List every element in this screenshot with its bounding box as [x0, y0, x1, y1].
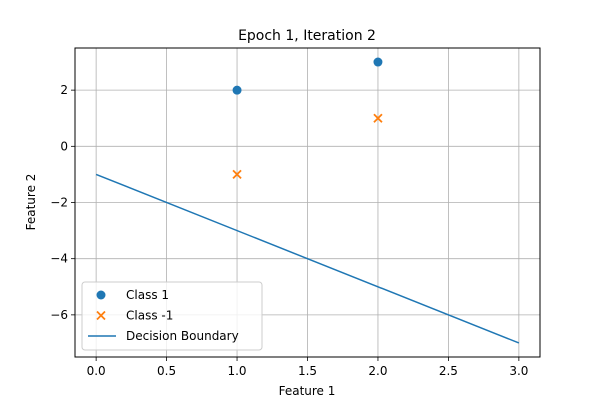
- legend: Class 1 Class -1 Decision Boundary: [81, 281, 263, 351]
- legend-item-class-neg1: Class -1: [96, 309, 173, 323]
- legend-frame: [81, 281, 263, 351]
- x-axis-label: Feature 1: [279, 384, 336, 398]
- y-tick-label: −2: [50, 196, 68, 210]
- class-neg1-point: [232, 169, 242, 180]
- y-tick-label: −6: [50, 308, 68, 322]
- x-tick-label: 1.5: [298, 364, 317, 378]
- class-1-point: [232, 85, 242, 95]
- chart-title: Epoch 1, Iteration 2: [238, 28, 376, 44]
- legend-item-decision-boundary: Decision Boundary: [88, 329, 239, 343]
- y-axis-label: Feature 2: [24, 174, 38, 231]
- legend-label: Class -1: [126, 309, 173, 323]
- x-tick-label: 2.0: [368, 364, 387, 378]
- points-layer: [232, 57, 383, 180]
- legend-label: Class 1: [126, 288, 169, 302]
- x-tick-label: 0.5: [157, 364, 176, 378]
- decision-boundary-line: [95, 173, 520, 344]
- x-tick-label: 1.0: [227, 364, 246, 378]
- y-tick-label: 2: [60, 83, 68, 97]
- legend-marker: [96, 290, 106, 300]
- line-layer: [95, 173, 520, 344]
- legend-marker: [96, 310, 106, 321]
- x-axis-ticks: 0.0 0.5 1.0 1.5 2.0 2.5 3.0: [87, 357, 528, 378]
- x-tick-label: 3.0: [509, 364, 528, 378]
- x-tick-label: 0.0: [87, 364, 106, 378]
- y-tick-label: 0: [60, 139, 68, 153]
- legend-item-class-1: Class 1: [96, 288, 169, 302]
- class-neg1-point: [373, 113, 383, 123]
- x-tick-label: 2.5: [439, 364, 458, 378]
- y-axis-ticks: −6 −4 −2 0 2: [50, 83, 75, 322]
- legend-label: Decision Boundary: [126, 329, 239, 343]
- y-tick-label: −4: [50, 252, 68, 266]
- class-1-point: [373, 57, 383, 67]
